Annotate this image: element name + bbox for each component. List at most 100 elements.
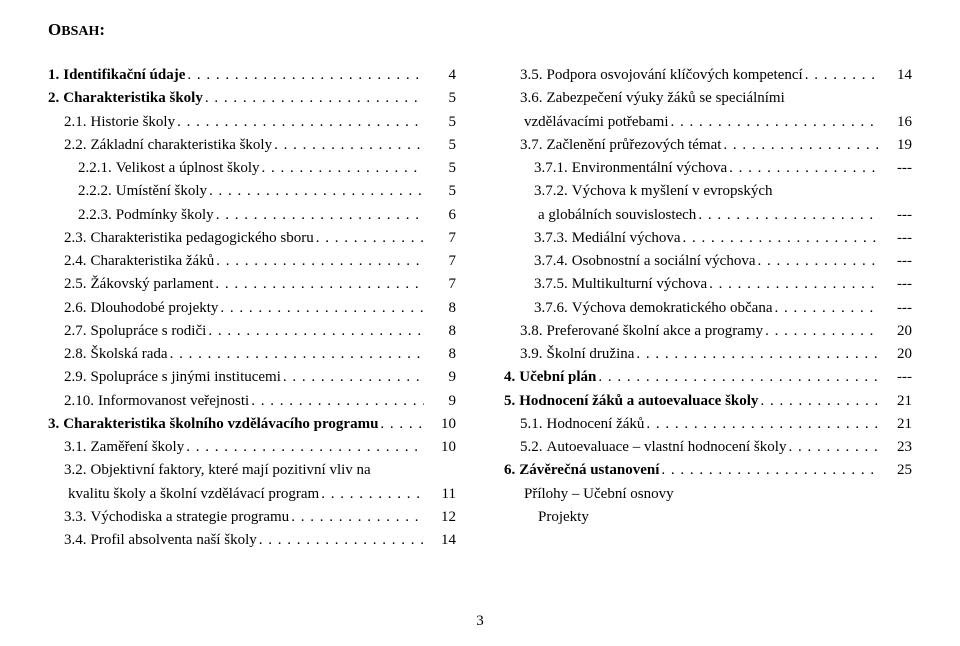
toc-page: --- xyxy=(880,250,912,273)
toc-label: Informovanost veřejnosti xyxy=(98,390,251,413)
toc-page: 9 xyxy=(424,366,456,389)
toc-leader xyxy=(186,436,424,459)
toc-row: 2.5.Žákovský parlament7 xyxy=(48,273,456,296)
toc-leader xyxy=(209,180,424,203)
toc-row: 2.4.Charakteristika žáků7 xyxy=(48,250,456,273)
toc-leader xyxy=(646,413,880,436)
toc-leader xyxy=(698,204,880,227)
toc-number: 3.3. xyxy=(48,506,91,529)
page-title: OBSAH: xyxy=(48,20,912,40)
toc-row: 3.3.Východiska a strategie programu12 xyxy=(48,506,456,529)
toc-leader xyxy=(380,413,424,436)
toc-page: 7 xyxy=(424,250,456,273)
toc-leader xyxy=(274,134,424,157)
toc-number: 3.7.1. xyxy=(504,157,572,180)
toc-number: 2.2.3. xyxy=(48,204,116,227)
toc-page: 7 xyxy=(424,227,456,250)
toc-page: 20 xyxy=(880,343,912,366)
toc-leader xyxy=(760,390,880,413)
toc-row: 2.3.Charakteristika pedagogického sboru7 xyxy=(48,227,456,250)
toc-row: 2.1.Historie školy5 xyxy=(48,111,456,134)
toc-page: 8 xyxy=(424,343,456,366)
toc-leader xyxy=(805,64,880,87)
toc-leader xyxy=(220,297,424,320)
toc-leader xyxy=(251,390,424,413)
toc-page: 4 xyxy=(424,64,456,87)
toc-page: 25 xyxy=(880,459,912,482)
toc-number: 2.8. xyxy=(48,343,91,366)
toc-page: --- xyxy=(880,366,912,389)
toc-page: 5 xyxy=(424,180,456,203)
toc-page: --- xyxy=(880,227,912,250)
toc-row: 6.Závěrečná ustanovení25 xyxy=(504,459,912,482)
toc-row: 3.6.Zabezpečení výuky žáků se speciálním… xyxy=(504,87,912,110)
toc-number: 5. xyxy=(504,390,519,413)
toc-label: Závěrečná ustanovení xyxy=(519,459,661,482)
toc-label: Charakteristika pedagogického sboru xyxy=(91,227,316,250)
toc-row: 5.1.Hodnocení žáků21 xyxy=(504,413,912,436)
toc-row: 3.9.Školní družina20 xyxy=(504,343,912,366)
toc-number: 3. xyxy=(48,413,63,436)
toc-row: 3.Charakteristika školního vzdělávacího … xyxy=(48,413,456,436)
toc-page: 21 xyxy=(880,390,912,413)
toc-leader xyxy=(723,134,880,157)
toc-label: Osobnostní a sociální výchova xyxy=(572,250,758,273)
toc-number: 3.7.2. xyxy=(504,180,572,203)
toc-leader xyxy=(215,273,424,296)
toc-leader xyxy=(283,366,424,389)
toc-number: 3.7.3. xyxy=(504,227,572,250)
toc-number: 2.5. xyxy=(48,273,91,296)
toc-label: Dlouhodobé projekty xyxy=(91,297,221,320)
toc-label: Učební plán xyxy=(519,366,598,389)
toc-label: Hodnocení žáků xyxy=(547,413,647,436)
toc-label: Autoevaluace – vlastní hodnocení školy xyxy=(547,436,789,459)
toc-right-column: 3.5.Podpora osvojování klíčových kompete… xyxy=(504,64,912,552)
toc-label: Zabezpečení výuky žáků se speciálními xyxy=(547,87,787,110)
toc-label: Preferované školní akce a programy xyxy=(547,320,766,343)
toc-number: 3.7.4. xyxy=(504,250,572,273)
toc-row: 3.8.Preferované školní akce a programy20 xyxy=(504,320,912,343)
toc-label: vzdělávacími potřebami xyxy=(524,111,671,134)
toc-row: 1.Identifikační údaje4 xyxy=(48,64,456,87)
toc-page: --- xyxy=(880,297,912,320)
toc-page: 8 xyxy=(424,320,456,343)
toc-page: 19 xyxy=(880,134,912,157)
toc-leader xyxy=(775,297,881,320)
toc-page: 8 xyxy=(424,297,456,320)
toc-label: Historie školy xyxy=(91,111,178,134)
page-number: 3 xyxy=(0,613,960,630)
toc-number: 2.2.2. xyxy=(48,180,116,203)
toc-label: Environmentální výchova xyxy=(572,157,729,180)
toc-leader xyxy=(259,529,424,552)
toc-label: kvalitu školy a školní vzdělávací progra… xyxy=(68,483,321,506)
toc-number: 3.7.6. xyxy=(504,297,572,320)
toc-number: 4. xyxy=(504,366,519,389)
toc-leader xyxy=(291,506,424,529)
toc-label: Podpora osvojování klíčových kompetencí xyxy=(547,64,805,87)
toc-leader xyxy=(729,157,880,180)
toc-leader xyxy=(216,250,424,273)
toc-label: Charakteristika školy xyxy=(63,87,205,110)
toc-number: 3.2. xyxy=(48,459,91,482)
toc-row: 3.5.Podpora osvojování klíčových kompete… xyxy=(504,64,912,87)
toc-row: 3.2.Objektivní faktory, které mají pozit… xyxy=(48,459,456,482)
toc-row: 3.1.Zaměření školy10 xyxy=(48,436,456,459)
toc-row: 2.2.1.Velikost a úplnost školy5 xyxy=(48,157,456,180)
toc-number: 3.7.5. xyxy=(504,273,572,296)
toc-label: Podmínky školy xyxy=(116,204,216,227)
toc-leader xyxy=(709,273,880,296)
toc-number: 2.7. xyxy=(48,320,91,343)
toc-label: Školní družina xyxy=(547,343,637,366)
toc-label: Profil absolventa naší školy xyxy=(91,529,259,552)
toc-row: 3.7.1.Environmentální výchova--- xyxy=(504,157,912,180)
toc-label: Objektivní faktory, které mají pozitivní… xyxy=(91,459,373,482)
toc-label: Školská rada xyxy=(91,343,170,366)
toc-number: 2.10. xyxy=(48,390,98,413)
toc-label: Projekty xyxy=(538,506,591,529)
toc-row: 3.7.6.Výchova demokratického občana--- xyxy=(504,297,912,320)
toc-label: Charakteristika školního vzdělávacího pr… xyxy=(63,413,380,436)
toc-row: 3.7.2.Výchova k myšlení v evropských xyxy=(504,180,912,203)
toc-label: Umístění školy xyxy=(116,180,209,203)
toc-page: 21 xyxy=(880,413,912,436)
toc-label: Multikulturní výchova xyxy=(572,273,709,296)
